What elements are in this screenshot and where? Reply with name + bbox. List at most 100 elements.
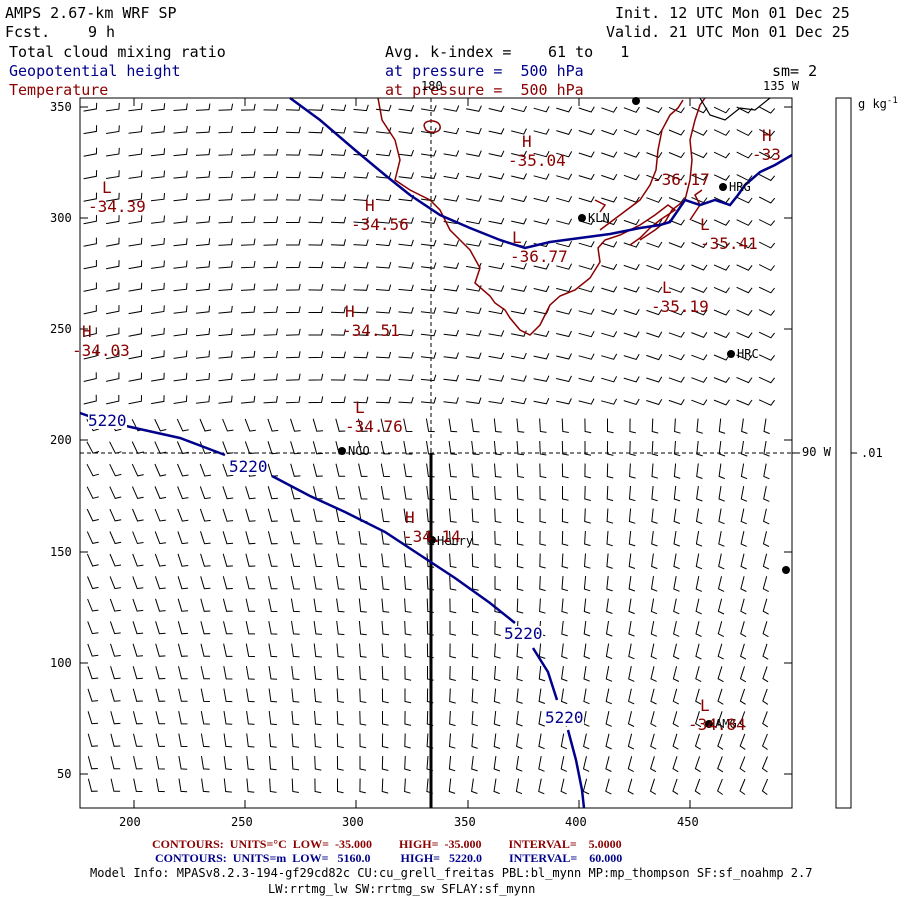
wind-barb xyxy=(691,151,708,159)
wind-barb xyxy=(762,553,770,570)
wind-barb xyxy=(195,238,211,247)
wind-barb xyxy=(269,755,277,771)
wind-barb xyxy=(601,196,618,203)
wind-barb xyxy=(308,194,324,201)
wind-barb xyxy=(313,665,322,681)
wind-barb xyxy=(285,351,301,359)
wind-barb xyxy=(240,171,256,179)
wind-barb xyxy=(269,778,277,793)
station-dot-hrg xyxy=(719,183,727,191)
wind-barb xyxy=(313,531,323,545)
wind-barb xyxy=(628,643,635,660)
wind-barb xyxy=(268,553,278,567)
wind-barb xyxy=(313,688,322,703)
wind-barb xyxy=(244,418,256,432)
wind-barb xyxy=(109,441,122,454)
field-geopotential: Geopotential height xyxy=(9,62,181,80)
wind-barb xyxy=(246,755,255,771)
wind-barb xyxy=(646,107,663,114)
wind-barb xyxy=(268,576,278,590)
wind-barb xyxy=(353,261,369,269)
wind-barb xyxy=(691,219,708,226)
wind-barb xyxy=(421,105,437,112)
wind-barb xyxy=(87,778,98,792)
wind-barb xyxy=(651,531,658,547)
wind-barb xyxy=(668,242,685,249)
wind-barb xyxy=(628,598,635,615)
wind-barb xyxy=(739,688,746,705)
wind-barb xyxy=(651,463,659,479)
wind-barb xyxy=(109,576,121,590)
cloud-contour-top xyxy=(699,97,771,121)
wind-barb xyxy=(646,286,663,293)
wind-barb xyxy=(539,485,547,501)
lon-label-90w: 90 W xyxy=(802,445,831,459)
wind-barb xyxy=(375,261,392,269)
wind-barb xyxy=(263,373,278,381)
wind-barb xyxy=(133,733,143,747)
wind-barb xyxy=(403,530,412,546)
wind-barb xyxy=(404,643,412,659)
wind-barb xyxy=(718,553,725,570)
wind-barb xyxy=(83,282,97,292)
wind-barb xyxy=(493,756,501,772)
wind-barb xyxy=(578,398,595,405)
wind-barb xyxy=(87,733,98,747)
wind-barb xyxy=(110,778,121,792)
wind-barb xyxy=(605,778,612,795)
wind-barb xyxy=(646,152,663,159)
wind-barb xyxy=(336,576,345,590)
wind-barb xyxy=(222,508,234,522)
wind-barb xyxy=(83,327,97,337)
wind-barb xyxy=(718,531,725,547)
wind-barb xyxy=(584,418,592,434)
wind-barb xyxy=(691,264,708,271)
wind-barb xyxy=(128,170,143,179)
wind-barb xyxy=(493,665,501,682)
wind-barb xyxy=(263,328,278,336)
wind-barb xyxy=(627,756,634,773)
wind-barb xyxy=(218,328,233,337)
wind-barb xyxy=(561,666,568,682)
wind-barb xyxy=(713,264,730,271)
wind-barb xyxy=(511,195,527,203)
wind-barb xyxy=(177,643,188,657)
wind-barb xyxy=(668,286,685,293)
wind-barb xyxy=(173,238,188,247)
wind-barb xyxy=(646,309,663,316)
wind-barb xyxy=(471,620,479,636)
height-contour-south xyxy=(271,474,516,624)
wind-barb xyxy=(471,463,480,478)
wind-barb xyxy=(353,329,369,336)
wind-barb xyxy=(381,778,389,794)
wind-barb xyxy=(240,148,256,156)
wind-barb xyxy=(739,778,746,795)
station-label-amg: AMG xyxy=(715,717,737,731)
wind-barb xyxy=(358,463,368,477)
wind-barb xyxy=(178,688,188,702)
wind-barb xyxy=(758,174,776,182)
wind-barb xyxy=(561,598,568,614)
wind-barb xyxy=(740,463,748,480)
wind-barb xyxy=(358,531,368,545)
wind-barb xyxy=(758,286,775,294)
wind-barb xyxy=(83,147,98,157)
wind-barb xyxy=(380,418,391,432)
wind-barb xyxy=(154,441,167,454)
wind-barb xyxy=(673,620,680,637)
wind-barb xyxy=(494,530,502,546)
wind-barb xyxy=(200,553,211,567)
wind-barb xyxy=(449,688,456,704)
wind-barb xyxy=(691,309,708,316)
wind-barb xyxy=(87,688,99,702)
y-tick-label: 250 xyxy=(50,322,72,336)
wind-barb xyxy=(353,351,369,359)
wind-barb xyxy=(285,283,301,291)
wind-barb xyxy=(578,330,595,338)
wind-barb xyxy=(222,486,234,500)
wind-barb xyxy=(650,666,657,682)
wind-barb xyxy=(286,216,301,223)
wind-barb xyxy=(718,441,726,457)
wind-barb xyxy=(353,127,369,134)
wind-barb xyxy=(691,106,708,114)
